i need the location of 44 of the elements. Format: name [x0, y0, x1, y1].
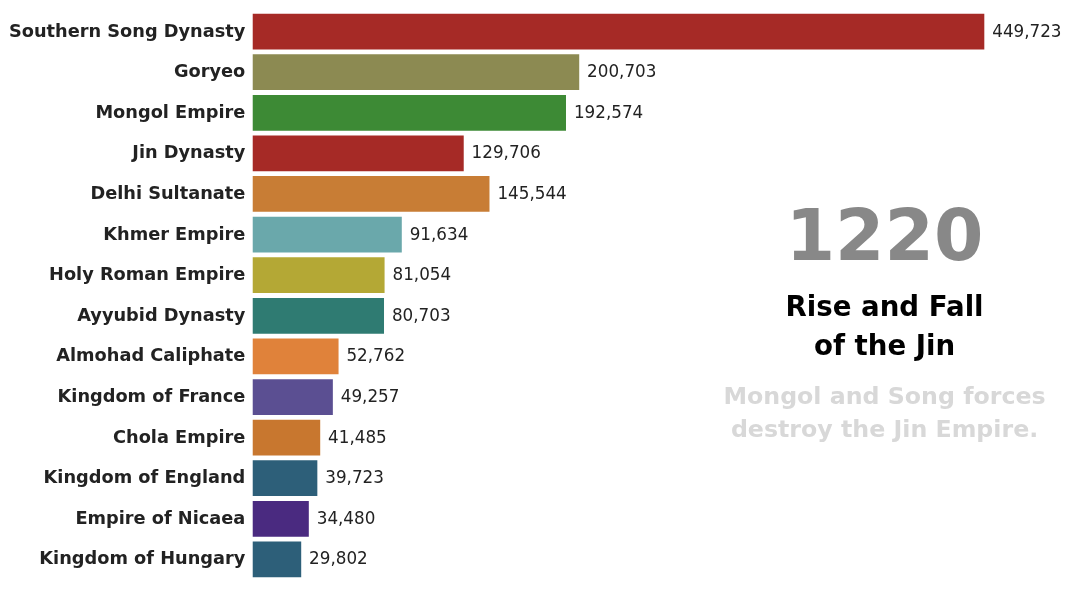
data-label: 81,054 [392, 264, 452, 285]
data-label: 41,485 [328, 426, 387, 447]
y-tick-label: Holy Roman Empire [49, 264, 246, 285]
data-label: 129,706 [471, 142, 541, 163]
bar [252, 419, 321, 456]
data-label: 91,634 [409, 223, 469, 244]
bar [252, 13, 985, 50]
bar [252, 541, 302, 578]
annotation: 1220 [785, 194, 984, 278]
y-tick-label: Almohad Caliphate [56, 345, 246, 366]
bar [252, 54, 580, 91]
data-label: 192,574 [573, 101, 644, 122]
y-tick-label: Kingdom of Hungary [39, 548, 246, 569]
y-tick-label: Ayyubid Dynasty [77, 304, 246, 325]
y-tick-label: Southern Song Dynasty [8, 20, 246, 41]
y-tick-label: Kingdom of England [43, 467, 246, 488]
bar [252, 338, 339, 375]
bar [252, 94, 566, 131]
bar [252, 297, 385, 334]
data-label: 145,544 [497, 182, 567, 203]
data-label: 200,703 [587, 61, 657, 82]
bar [252, 216, 402, 253]
bar [252, 379, 333, 415]
y-tick-label: Empire of Nicaea [75, 507, 246, 528]
y-tick-label: Chola Empire [113, 426, 246, 447]
y-tick-label: Khmer Empire [103, 223, 246, 244]
data-label: 52,762 [346, 345, 406, 366]
data-label: 49,257 [340, 385, 400, 406]
bar [252, 135, 464, 172]
y-tick-label: Mongol Empire [95, 101, 246, 122]
y-tick-label: Jin Dynasty [131, 142, 246, 163]
annotation: Rise and Fall of the Jin [785, 289, 984, 363]
bar [252, 176, 490, 212]
bar [252, 257, 385, 294]
y-tick-label: Delhi Sultanate [90, 182, 246, 203]
y-tick-label: Kingdom of France [57, 385, 246, 406]
bar [252, 460, 318, 497]
data-label: 34,480 [316, 507, 376, 528]
data-label: 29,802 [309, 548, 368, 569]
data-label: 449,723 [992, 20, 1062, 41]
data-label: 80,703 [391, 304, 451, 325]
y-tick-label: Goryeo [173, 61, 246, 82]
bar [252, 500, 309, 537]
data-label: 39,723 [325, 467, 384, 488]
